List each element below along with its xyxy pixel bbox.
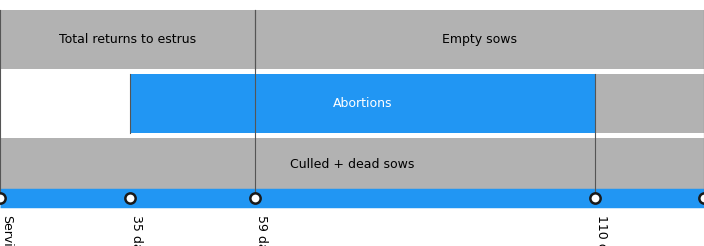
Point [125,196,136,200]
Point [0,196,6,200]
Bar [595,74,704,133]
Text: Culled + dead sows: Culled + dead sows [290,158,414,171]
Text: 59 days: 59 days [255,215,268,246]
Point [589,196,601,200]
Point [249,196,260,200]
Point [698,196,704,200]
Text: 110 days: 110 days [595,215,608,246]
Bar [0,138,704,192]
Text: Abortions: Abortions [333,97,392,110]
Bar [255,10,704,69]
Text: Total returns to estrus: Total returns to estrus [59,33,196,46]
Bar [0,10,255,69]
Bar [130,74,595,133]
Text: Service: Service [0,215,13,246]
Text: Empty sows: Empty sows [442,33,517,46]
Text: 35 days: 35 days [130,215,143,246]
